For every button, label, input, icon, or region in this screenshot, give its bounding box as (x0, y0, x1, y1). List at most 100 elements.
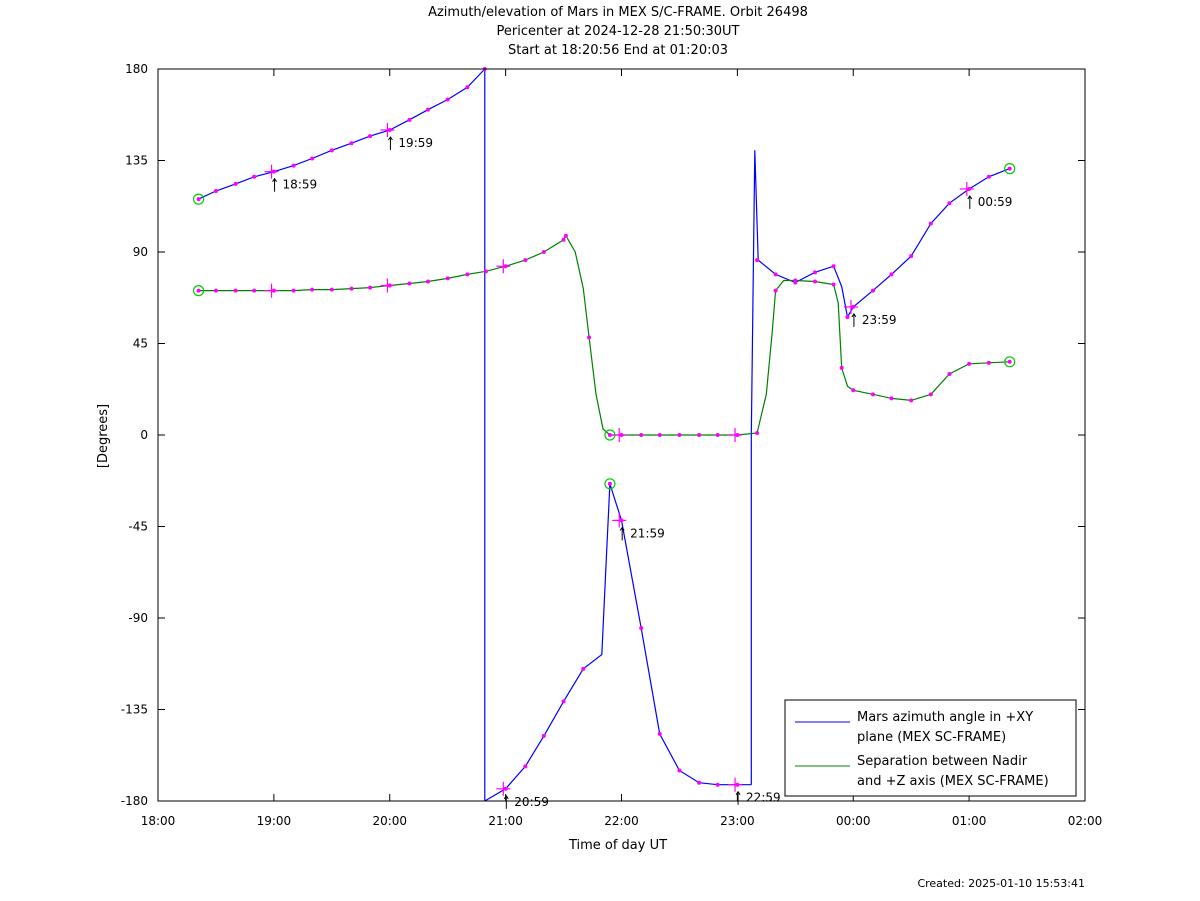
hour-mark-arrow (619, 526, 625, 531)
series-marker-azimuth (889, 272, 894, 277)
hour-mark-label: 18:59 (283, 178, 318, 192)
series-marker-azimuth (697, 780, 702, 785)
series-marker-separation (697, 433, 702, 437)
series-lines (198, 68, 1010, 802)
series-marker-azimuth (196, 197, 201, 202)
series-marker-azimuth (909, 254, 914, 259)
series-marker-azimuth (677, 768, 682, 773)
series-marker-separation (483, 269, 488, 274)
chart-title-line-1: Azimuth/elevation of Mars in MEX S/C-FRA… (428, 5, 808, 20)
y-tick-label: -135 (121, 703, 148, 717)
series-marker-azimuth (773, 272, 778, 277)
series-marker-separation (465, 272, 470, 277)
series-marker-separation (349, 286, 354, 291)
series-marker-azimuth (213, 189, 218, 193)
endpoint-circle-separation (192, 285, 205, 297)
series-marker-separation (213, 288, 218, 293)
chart-title-line-3: Start at 18:20:56 End at 01:20:03 (507, 43, 729, 58)
x-axis-label: Time of day UT (568, 838, 667, 853)
series-marker-separation (813, 279, 818, 284)
series-marker-separation (445, 276, 450, 281)
series-marker-separation (967, 361, 972, 366)
series-marker-separation (909, 398, 914, 403)
series-marker-separation (986, 360, 991, 365)
endpoint-circle-azimuth (604, 478, 616, 490)
series-marker-separation (947, 372, 952, 376)
endpoint-circle-separation (1004, 356, 1016, 368)
series-marker-azimuth (523, 764, 528, 769)
x-tick-label: 00:00 (836, 814, 871, 828)
series-marker-separation (639, 433, 644, 437)
series-marker-separation (715, 433, 720, 437)
axis-ticks: 18:00 19:00 20:00 21:00 22:00 23:00 00:00 01:00… (121, 62, 1103, 828)
x-tick-label: 20:00 (372, 814, 407, 828)
series-marker-azimuth (407, 117, 412, 122)
hour-mark-label: 19:59 (398, 136, 433, 150)
y-tick-label: 45 (133, 337, 148, 351)
hour-mark-label: 00:59 (978, 195, 1013, 209)
series-marker-azimuth (291, 163, 296, 168)
hour-annotations: 18:59 19:59 20:59 21:59 22:59 23:59 00:59 (264, 123, 1013, 809)
series-marker-azimuth (252, 174, 257, 179)
y-tick-label: 135 (125, 154, 148, 168)
series-marker-azimuth (607, 481, 612, 486)
series-marker-separation (607, 433, 612, 437)
series-marker-separation (329, 287, 334, 292)
hour-mark-label: 21:59 (630, 526, 665, 540)
x-tick-label: 21:00 (488, 814, 523, 828)
series-marker-separation (793, 278, 798, 283)
y-axis-label: [Degrees] (96, 404, 111, 468)
series-marker-azimuth (425, 107, 430, 112)
series-marker-separation (252, 288, 257, 293)
y-tick-label: -180 (121, 794, 148, 808)
x-tick-label: 23:00 (720, 814, 755, 828)
hour-mark-arrow (851, 312, 857, 318)
series-marker-separation (831, 282, 836, 287)
series-marker-azimuth (845, 315, 850, 320)
series-marker-separation (561, 237, 566, 242)
series-marker-azimuth (986, 174, 991, 179)
series-marker-separation (563, 233, 568, 238)
x-tick-label: 19:00 (257, 814, 292, 828)
y-tick-label: -45 (128, 520, 148, 534)
series-marker-azimuth (561, 699, 566, 704)
series-line-azimuth (198, 68, 486, 200)
series-marker-azimuth (233, 181, 238, 186)
x-tick-label: 02:00 (1068, 814, 1103, 828)
series-marker-azimuth (349, 141, 354, 146)
hour-mark-arrow (388, 136, 393, 141)
series-marker-separation (755, 430, 760, 435)
x-tick-label: 18:00 (141, 814, 176, 828)
series-marker-azimuth (581, 666, 586, 671)
series-marker-separation (851, 388, 856, 393)
series-marker-separation (233, 288, 238, 293)
series-marker-azimuth (445, 97, 450, 102)
series-markers (192, 67, 1016, 791)
hour-mark-arrow (735, 790, 741, 796)
series-marker-azimuth (715, 782, 720, 787)
series-line-azimuth (484, 483, 752, 802)
series-marker-separation (541, 250, 546, 254)
plot-frame (157, 68, 1086, 802)
series-marker-azimuth (639, 626, 644, 631)
hour-mark-label: 23:59 (862, 313, 897, 327)
series-marker-separation (839, 365, 844, 370)
hour-mark-label: 20:59 (514, 795, 549, 809)
legend: Mars azimuth angle in +XY plane (MEX SC-… (784, 699, 1077, 797)
endpoint-circle-azimuth (192, 193, 205, 205)
series-marker-azimuth (329, 148, 334, 153)
series-marker-separation (310, 287, 315, 292)
y-tick-label: 90 (133, 245, 148, 259)
series-marker-separation (657, 433, 662, 437)
legend-label-azimuth-1: Mars azimuth angle in +XY (857, 710, 1033, 725)
series-marker-separation (523, 258, 528, 263)
y-tick-label: 180 (125, 62, 148, 76)
legend-label-azimuth-2: plane (MEX SC-FRAME) (857, 730, 1006, 745)
chart-title-line-2: Pericenter at 2024-12-28 21:50:30UT (496, 24, 740, 39)
series-marker-azimuth (310, 156, 315, 161)
hour-mark-arrow (967, 195, 973, 200)
series-marker-azimuth (928, 221, 933, 226)
series-marker-azimuth (1007, 166, 1012, 171)
hour-mark-label: 22:59 (746, 791, 781, 805)
